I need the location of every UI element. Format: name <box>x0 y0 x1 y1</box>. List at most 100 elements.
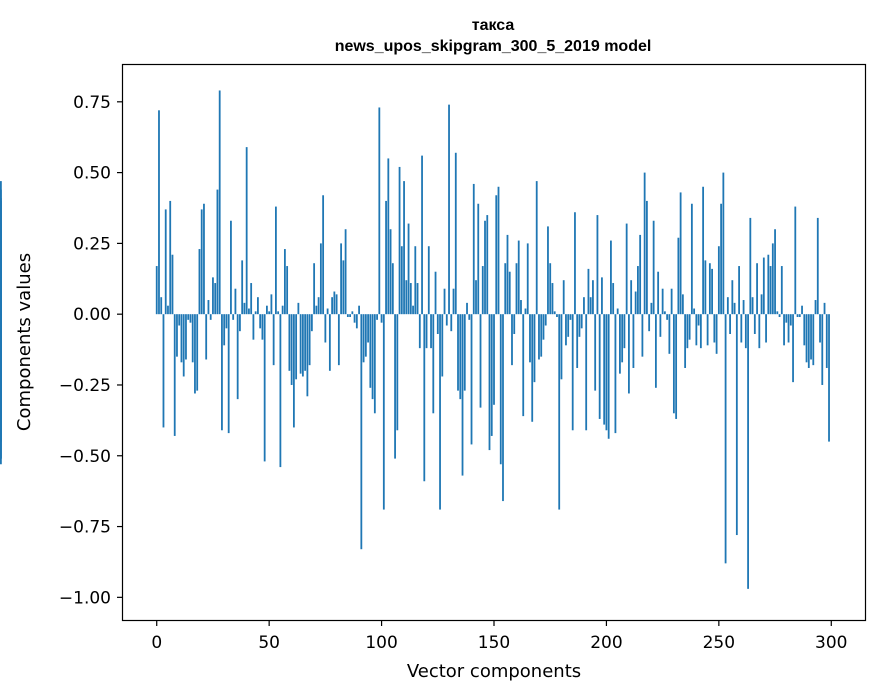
bar <box>232 314 235 320</box>
bar <box>488 314 491 451</box>
y-tick-label: −0.25 <box>59 376 111 396</box>
bar <box>515 263 518 315</box>
bar <box>513 314 516 334</box>
bar <box>344 229 347 315</box>
bar <box>708 263 711 315</box>
bar <box>553 311 556 315</box>
bar <box>661 288 664 315</box>
y-tick-label: 0.50 <box>73 164 111 184</box>
bar <box>205 314 208 360</box>
bar <box>785 314 788 323</box>
bar <box>677 237 680 315</box>
bar <box>371 314 374 400</box>
bar <box>423 314 426 482</box>
bar <box>346 314 349 318</box>
bar <box>670 288 673 315</box>
bar <box>529 314 531 363</box>
bar <box>178 314 181 326</box>
bar <box>567 314 570 337</box>
bar <box>544 314 547 326</box>
bar <box>497 186 500 315</box>
bar <box>227 314 230 434</box>
bar <box>443 288 446 315</box>
y-tick-label: −0.50 <box>59 447 111 467</box>
bar <box>574 212 576 315</box>
bar <box>733 302 736 315</box>
bar <box>214 283 217 315</box>
bar <box>657 271 660 315</box>
bar-series <box>0 90 830 589</box>
bar <box>520 300 522 315</box>
x-tick-label: 100 <box>365 633 397 653</box>
bar <box>412 305 414 315</box>
bar <box>194 314 196 394</box>
bar <box>717 246 720 315</box>
bar <box>499 314 502 465</box>
bar <box>675 314 678 419</box>
bar <box>524 308 527 315</box>
bar <box>241 260 244 315</box>
bar <box>324 314 327 343</box>
bar <box>160 297 163 315</box>
bar <box>328 314 331 371</box>
bar <box>610 240 612 315</box>
bar <box>418 314 421 349</box>
bar <box>169 200 172 315</box>
bar <box>380 314 383 323</box>
bar <box>164 209 167 315</box>
bar <box>439 314 441 510</box>
bar <box>230 220 232 315</box>
bar <box>245 147 248 315</box>
bar <box>400 246 403 315</box>
bar <box>625 223 628 315</box>
bar <box>783 314 785 346</box>
bar <box>603 314 606 425</box>
bar <box>819 314 821 343</box>
bar <box>248 308 250 315</box>
bar <box>796 314 799 318</box>
bar <box>801 305 803 315</box>
bar <box>416 283 419 315</box>
bar <box>378 107 381 315</box>
bar <box>634 291 637 315</box>
bar <box>607 314 610 439</box>
chart-subtitle: news_upos_skipgram_300_5_2019 model <box>335 38 652 55</box>
bar <box>407 223 410 315</box>
bar <box>394 314 396 459</box>
x-tick-label: 50 <box>258 633 280 653</box>
bar <box>724 314 727 564</box>
bar <box>481 266 484 315</box>
bar <box>216 189 219 315</box>
bar <box>663 311 666 315</box>
bar <box>767 254 770 315</box>
bar <box>652 220 655 315</box>
bar <box>275 206 277 315</box>
bar <box>558 314 561 510</box>
bar <box>396 314 399 431</box>
bar <box>189 314 192 323</box>
bar <box>234 288 237 315</box>
bar <box>816 217 819 315</box>
x-axis: 0 50 100 150 200 250 300 <box>151 620 847 653</box>
bar <box>333 291 336 315</box>
bar <box>511 314 513 366</box>
bar <box>776 311 779 315</box>
bar <box>628 314 630 394</box>
bar <box>398 166 401 315</box>
bar <box>549 263 552 315</box>
bar <box>704 260 707 315</box>
y-axis-label: Components values <box>14 253 35 431</box>
bar <box>720 203 722 315</box>
bar <box>542 314 545 340</box>
bar <box>729 314 731 334</box>
bar <box>239 314 241 332</box>
bar <box>200 209 203 315</box>
bar <box>385 200 387 315</box>
bar <box>681 294 684 315</box>
bar <box>257 297 259 315</box>
bar <box>744 314 747 349</box>
bar <box>578 314 581 337</box>
bar <box>290 314 293 385</box>
bar <box>162 314 165 428</box>
